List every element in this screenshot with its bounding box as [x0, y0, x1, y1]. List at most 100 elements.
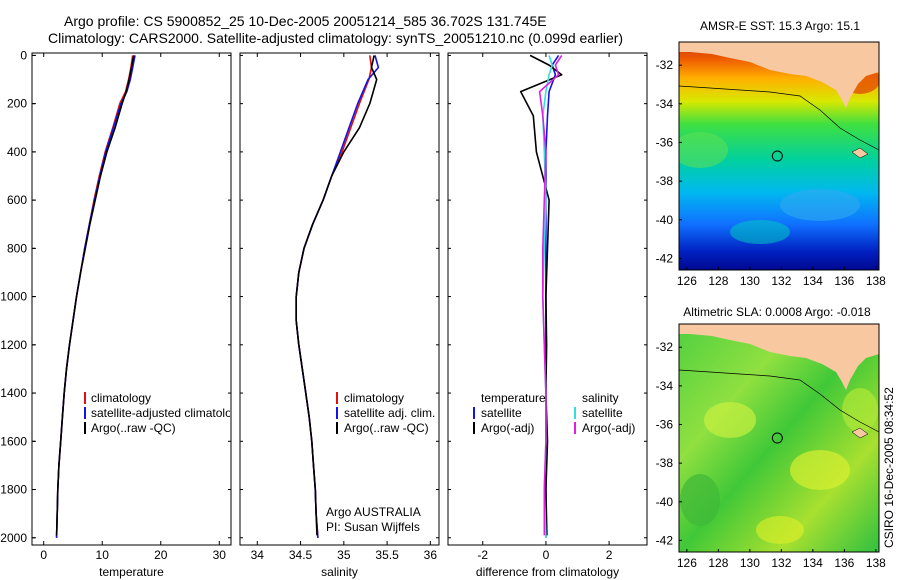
depth-tick-label: 1400	[0, 386, 27, 400]
sla-patch	[842, 388, 878, 432]
map-x-tick-label: 128	[708, 556, 728, 570]
map-x-tick-label: 136	[834, 274, 854, 288]
legend-label-temp-satellite: satellite	[481, 406, 522, 420]
map-x-tick-label: 130	[740, 274, 760, 288]
depth-tick-label: 200	[7, 97, 27, 111]
legend-label-climatology: climatology	[344, 391, 404, 405]
x-axis-label: difference from climatology	[476, 565, 619, 579]
depth-tick-label: 0	[20, 48, 27, 62]
x-tick-label: 30	[213, 548, 227, 562]
map-y-tick-label: -42	[656, 533, 674, 547]
map-x-tick-label: 132	[771, 556, 791, 570]
legend-label-argo: Argo(..raw -QC)	[91, 421, 176, 435]
series-line-temperature-argo-adj-	[519, 54, 563, 536]
platform-annotation: Argo AUSTRALIA	[326, 505, 421, 519]
map-x-tick-label: 134	[803, 556, 823, 570]
temperature-legend: climatology satellite-adjusted climatolo…	[84, 391, 244, 435]
difference-panel-frame	[447, 52, 648, 546]
depth-tick-label: 1800	[0, 483, 27, 497]
legend-clip: satellite-adjusted climatology	[91, 406, 244, 420]
map-y-tick-label: -40	[656, 495, 674, 509]
legend-label-satellite: satellite adj. clim.	[344, 406, 435, 420]
sla-patch	[704, 402, 756, 438]
series-line-satellite-adj-clim-	[295, 55, 380, 538]
sla-patch	[756, 516, 804, 544]
sla-patch	[790, 450, 850, 490]
sst-map-frame	[678, 41, 880, 271]
depth-tick-label: 800	[7, 241, 27, 255]
map-y-tick-label: -38	[656, 174, 674, 188]
x-tick-label: 20	[154, 548, 168, 562]
map-y-tick-label: -36	[656, 417, 674, 431]
sla-land	[679, 324, 879, 390]
legend-header-temperature: temperature	[481, 391, 546, 405]
legend-label-argo: Argo(..raw -QC)	[344, 421, 429, 435]
difference-panel: -2 0 2 difference from climatology	[448, 53, 647, 579]
legend-label-satellite: satellite-adjusted climatology	[91, 406, 244, 420]
sla-island	[851, 427, 869, 439]
x-tick-label: 35	[337, 548, 351, 562]
x-tick-label: 35.5	[375, 548, 399, 562]
map-x-tick-label: 130	[740, 556, 760, 570]
float-position-marker	[771, 432, 783, 444]
sla-map-axes: 126 128 130 132 134 136 138 -32 -34 -36 -38 -40 -42	[656, 340, 887, 570]
sst-isobath	[679, 85, 879, 151]
map-y-tick-label: -38	[656, 456, 674, 470]
depth-tick-label: 2000	[0, 531, 27, 545]
map-x-tick-label: 132	[771, 274, 791, 288]
series-line-argo-raw-qc-	[55, 55, 135, 536]
salinity-panel-frame	[239, 52, 440, 546]
sla-patch	[680, 474, 720, 526]
depth-tick-label: 400	[7, 145, 27, 159]
x-axis-label: temperature	[99, 565, 164, 579]
map-x-tick-label: 128	[708, 274, 728, 288]
header-line-1: Argo profile: CS 5900852_25 10-Dec-2005 …	[64, 13, 547, 29]
x-tick-label: 34	[251, 548, 265, 562]
map-x-tick-label: 134	[803, 274, 823, 288]
x-tick-label: 0	[543, 548, 550, 562]
x-tick-label: 2	[606, 548, 613, 562]
float-position-marker	[771, 150, 783, 162]
series-line-temperature-satellite	[545, 54, 560, 538]
temperature-panel: 0 10 20 30 temperature	[32, 53, 231, 579]
series-line-climatology	[55, 55, 134, 538]
series-line-salinity-argo-adj-	[538, 54, 563, 536]
credit-stamp: CSIRO 16-Dec-2005 08:34:52	[882, 387, 896, 548]
x-axis-label: salinity	[321, 565, 358, 579]
x-tick-label: -2	[477, 548, 488, 562]
difference-legend: temperature satellite Argo(-adj) salinit…	[473, 391, 635, 435]
legend-label-sal-satellite: satellite	[582, 406, 623, 420]
map-x-tick-label: 126	[677, 556, 697, 570]
map-x-tick-label: 138	[866, 556, 886, 570]
depth-tick-label: 1200	[0, 338, 27, 352]
depth-tick-label: 600	[7, 193, 27, 207]
map-y-tick-label: -36	[656, 135, 674, 149]
sst-map-axes: 126 128 130 132 134 136 138 -32 -34 -36 -38 -40 -42	[656, 58, 887, 288]
legend-label-temp-argo: Argo(-adj)	[481, 421, 534, 435]
sla-map-frame	[678, 323, 880, 553]
map-y-tick-label: -42	[656, 251, 674, 265]
map-y-tick-label: -32	[656, 58, 674, 72]
map-y-tick-label: -40	[656, 213, 674, 227]
map-x-tick-label: 126	[677, 274, 697, 288]
salinity-panel: 34 34.5 35 35.5 36 salinity	[240, 53, 439, 579]
temperature-panel-frame	[31, 52, 232, 546]
x-tick-label: 36	[424, 548, 438, 562]
map-x-tick-label: 138	[866, 274, 886, 288]
sst-patch	[780, 189, 860, 221]
legend-label-sal-argo: Argo(-adj)	[582, 421, 635, 435]
map-y-tick-label: -34	[656, 97, 674, 111]
map-y-tick-label: -34	[656, 379, 674, 393]
depth-tick-label: 1000	[0, 290, 27, 304]
sst-map-field	[679, 42, 879, 270]
sst-map-title: AMSR-E SST: 15.3 Argo: 15.1	[700, 19, 860, 33]
sla-map-title: Altimetric SLA: 0.0008 Argo: -0.018	[683, 305, 871, 319]
sla-map-field	[679, 324, 879, 552]
map-x-tick-label: 136	[834, 556, 854, 570]
x-tick-label: 10	[96, 548, 110, 562]
salinity-legend: climatology satellite adj. clim. Argo(..…	[326, 391, 435, 534]
sst-patch	[730, 220, 790, 244]
sst-land	[679, 42, 879, 108]
sst-patch	[679, 132, 728, 168]
